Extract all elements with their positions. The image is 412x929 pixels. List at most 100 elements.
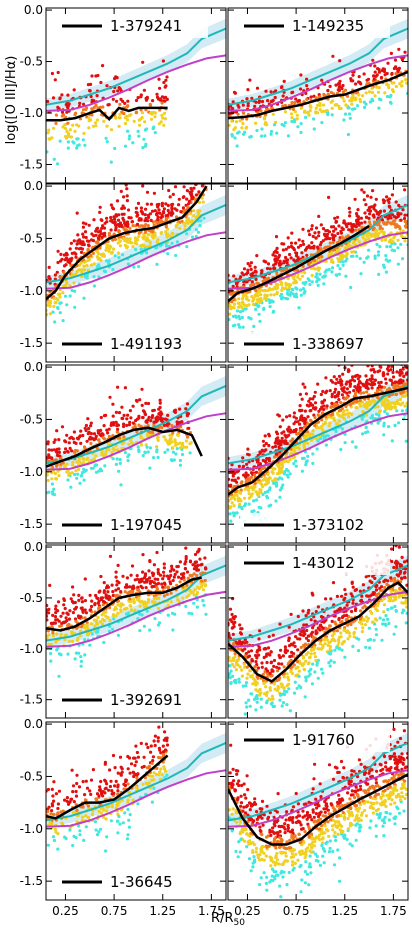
scatter-point bbox=[185, 197, 189, 201]
scatter-point bbox=[288, 414, 292, 418]
scatter-point bbox=[381, 198, 385, 202]
scatter-point bbox=[64, 633, 68, 637]
scatter-point bbox=[102, 640, 106, 645]
scatter-point bbox=[133, 608, 137, 612]
scatter-point bbox=[290, 245, 294, 249]
scatter-point bbox=[263, 122, 267, 126]
scatter-point bbox=[200, 163, 203, 166]
scatter-point bbox=[338, 408, 343, 412]
scatter-point bbox=[85, 439, 89, 443]
scatter-point bbox=[273, 95, 277, 100]
scatter-point bbox=[286, 427, 290, 432]
scatter-point bbox=[332, 416, 336, 420]
scatter-point bbox=[110, 583, 114, 587]
scatter-point bbox=[171, 450, 175, 454]
scatter-point bbox=[359, 82, 363, 86]
scatter-point bbox=[231, 306, 235, 310]
scatter-point bbox=[387, 86, 391, 90]
scatter-point bbox=[266, 480, 270, 485]
scatter-point bbox=[299, 243, 303, 248]
scatter-point bbox=[330, 392, 334, 396]
scatter-point bbox=[228, 123, 231, 127]
profile-line bbox=[46, 576, 202, 632]
scatter-point bbox=[81, 232, 85, 236]
scatter-point bbox=[232, 514, 236, 518]
scatter-point bbox=[334, 220, 338, 224]
y-tick-label: -1.5 bbox=[20, 157, 43, 171]
scatter-point bbox=[92, 457, 96, 461]
scatter-point bbox=[129, 604, 133, 608]
scatter-point bbox=[359, 391, 363, 395]
scatter-point bbox=[109, 423, 113, 427]
scatter-point bbox=[265, 266, 270, 271]
scatter-point bbox=[106, 585, 111, 589]
scatter-point bbox=[145, 445, 149, 449]
scatter-point bbox=[330, 266, 335, 270]
scatter-point bbox=[345, 395, 349, 399]
scatter-point bbox=[146, 598, 151, 602]
scatter-point bbox=[155, 245, 159, 250]
scatter-point bbox=[168, 437, 172, 441]
scatter-point bbox=[62, 113, 66, 117]
scatter-point bbox=[179, 210, 183, 214]
scatter-point bbox=[140, 387, 144, 391]
scatter-point bbox=[50, 295, 54, 299]
scatter-point bbox=[175, 447, 179, 451]
panel-1-197045: 0.0-0.5-1.0-1.5 1-197045 bbox=[20, 360, 227, 544]
scatter-point bbox=[83, 577, 87, 581]
scatter-point bbox=[389, 368, 393, 372]
scatter-point bbox=[393, 215, 397, 219]
scatter-point bbox=[238, 325, 242, 329]
scatter-point bbox=[377, 381, 381, 385]
scatter-point bbox=[144, 420, 148, 424]
scatter-point bbox=[115, 76, 119, 80]
scatter-point bbox=[358, 256, 362, 261]
scatter-point bbox=[300, 251, 304, 255]
scatter-point bbox=[138, 123, 142, 127]
scatter-point bbox=[65, 611, 69, 615]
scatter-point bbox=[370, 90, 375, 95]
plot-area bbox=[228, 545, 408, 718]
scatter-point bbox=[353, 107, 357, 111]
scatter-point bbox=[314, 275, 318, 279]
scatter-point bbox=[286, 460, 290, 464]
scatter-point bbox=[119, 609, 123, 614]
scatter-point bbox=[398, 397, 402, 402]
scatter-point bbox=[308, 282, 312, 287]
scatter-point bbox=[153, 617, 157, 621]
scatter-point bbox=[332, 404, 337, 408]
scatter-point bbox=[269, 90, 273, 94]
scatter-point bbox=[298, 408, 302, 412]
scatter-point bbox=[364, 215, 369, 219]
scatter-point bbox=[244, 307, 248, 311]
scatter-point bbox=[114, 588, 118, 592]
scatter-point bbox=[53, 621, 58, 625]
legend-label: 1-379241 bbox=[110, 17, 182, 35]
scatter-point bbox=[356, 377, 360, 381]
scatter-point bbox=[295, 113, 299, 117]
scatter-point bbox=[245, 676, 249, 680]
scatter-point bbox=[275, 286, 280, 290]
scatter-point bbox=[165, 232, 169, 236]
scatter-point bbox=[95, 463, 99, 467]
scatter-point bbox=[114, 223, 118, 227]
scatter-point bbox=[52, 440, 56, 444]
scatter-point bbox=[91, 466, 95, 470]
y-tick-label: 0.0 bbox=[24, 3, 43, 17]
scatter-point bbox=[77, 247, 81, 251]
scatter-point bbox=[337, 419, 341, 423]
scatter-point bbox=[233, 314, 237, 318]
scatter-point bbox=[150, 209, 155, 213]
scatter-point bbox=[170, 440, 174, 444]
scatter-point bbox=[347, 369, 351, 373]
scatter-point bbox=[301, 227, 305, 231]
scatter-point bbox=[352, 223, 356, 227]
scatter-point bbox=[162, 574, 166, 578]
scatter-point bbox=[96, 601, 100, 605]
scatter-point bbox=[83, 653, 87, 657]
scatter-point bbox=[241, 103, 245, 107]
scatter-point bbox=[281, 483, 285, 487]
scatter-point bbox=[49, 659, 53, 663]
scatter-point bbox=[338, 107, 342, 111]
scatter-point bbox=[295, 258, 299, 262]
